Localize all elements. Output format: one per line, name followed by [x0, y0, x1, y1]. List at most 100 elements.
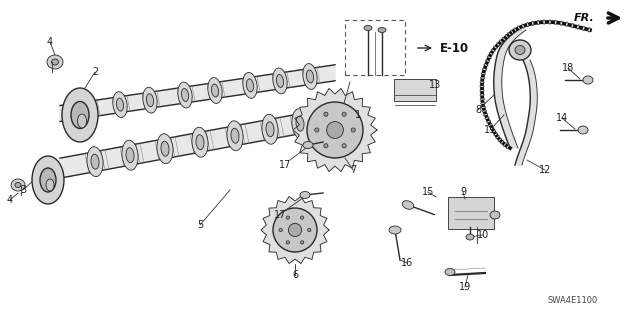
Ellipse shape [301, 216, 304, 219]
Ellipse shape [303, 142, 313, 149]
Ellipse shape [292, 109, 308, 139]
Text: 15: 15 [422, 187, 434, 197]
Ellipse shape [181, 89, 189, 101]
Ellipse shape [211, 84, 219, 97]
Ellipse shape [289, 223, 301, 237]
Text: 11: 11 [484, 125, 496, 135]
Ellipse shape [303, 63, 317, 89]
Ellipse shape [15, 182, 21, 188]
Ellipse shape [87, 147, 103, 177]
Polygon shape [60, 107, 335, 178]
Polygon shape [261, 197, 329, 263]
Text: 13: 13 [429, 80, 441, 90]
Ellipse shape [515, 46, 525, 55]
FancyBboxPatch shape [394, 79, 436, 101]
Text: 7: 7 [350, 165, 356, 175]
Ellipse shape [509, 40, 531, 60]
Ellipse shape [122, 140, 138, 170]
Ellipse shape [308, 228, 311, 232]
Text: 14: 14 [556, 113, 568, 123]
Ellipse shape [227, 121, 243, 151]
Text: 17: 17 [274, 210, 286, 220]
Ellipse shape [266, 122, 274, 137]
Ellipse shape [402, 201, 414, 209]
Ellipse shape [324, 144, 328, 148]
Ellipse shape [445, 269, 455, 276]
Ellipse shape [490, 211, 500, 219]
Ellipse shape [364, 26, 372, 31]
Ellipse shape [273, 68, 287, 94]
FancyBboxPatch shape [448, 197, 494, 229]
Ellipse shape [231, 128, 239, 143]
Ellipse shape [578, 126, 588, 134]
Text: 6: 6 [292, 270, 298, 280]
Ellipse shape [307, 102, 363, 158]
Ellipse shape [83, 96, 97, 122]
Ellipse shape [342, 112, 346, 116]
Polygon shape [515, 60, 537, 165]
Ellipse shape [192, 127, 208, 157]
Ellipse shape [315, 128, 319, 132]
Ellipse shape [307, 70, 314, 83]
Text: 4: 4 [47, 37, 53, 47]
Text: 2: 2 [92, 67, 98, 77]
Ellipse shape [51, 59, 58, 65]
Ellipse shape [286, 241, 289, 244]
Text: SWA4E1100: SWA4E1100 [548, 296, 598, 305]
Ellipse shape [342, 144, 346, 148]
Ellipse shape [262, 114, 278, 144]
Text: 9: 9 [460, 187, 466, 197]
Polygon shape [493, 30, 526, 148]
Ellipse shape [324, 112, 328, 116]
Text: 17: 17 [279, 160, 291, 170]
Ellipse shape [71, 101, 89, 129]
Ellipse shape [196, 135, 204, 150]
Polygon shape [60, 65, 335, 122]
Ellipse shape [143, 87, 157, 113]
Ellipse shape [178, 82, 192, 108]
Ellipse shape [147, 94, 154, 107]
Text: 12: 12 [539, 165, 551, 175]
Ellipse shape [301, 241, 304, 244]
Ellipse shape [161, 141, 169, 156]
Ellipse shape [113, 92, 127, 117]
Ellipse shape [46, 179, 54, 191]
Ellipse shape [126, 148, 134, 163]
Ellipse shape [296, 116, 304, 131]
Ellipse shape [351, 128, 355, 132]
Text: 16: 16 [401, 258, 413, 268]
Polygon shape [293, 88, 377, 172]
Ellipse shape [11, 179, 25, 191]
Ellipse shape [389, 226, 401, 234]
Text: 19: 19 [459, 282, 471, 292]
Text: 4: 4 [7, 195, 13, 205]
Ellipse shape [91, 154, 99, 169]
Ellipse shape [47, 55, 63, 69]
Ellipse shape [378, 27, 386, 33]
Ellipse shape [273, 208, 317, 252]
Text: E-10: E-10 [440, 41, 469, 55]
Ellipse shape [583, 76, 593, 84]
Text: 5: 5 [197, 220, 203, 230]
Ellipse shape [279, 228, 282, 232]
Text: 3: 3 [20, 185, 26, 195]
Ellipse shape [208, 78, 222, 103]
Text: FR.: FR. [574, 13, 595, 23]
Ellipse shape [243, 72, 257, 98]
Ellipse shape [466, 234, 474, 240]
Ellipse shape [326, 122, 344, 138]
Ellipse shape [276, 74, 284, 87]
Text: 8: 8 [475, 105, 481, 115]
Ellipse shape [62, 88, 98, 142]
Ellipse shape [286, 216, 289, 219]
Ellipse shape [40, 168, 56, 192]
Ellipse shape [32, 156, 64, 204]
Text: 1: 1 [355, 110, 361, 120]
Ellipse shape [116, 98, 124, 111]
Ellipse shape [77, 114, 86, 128]
Ellipse shape [86, 103, 93, 115]
Ellipse shape [157, 134, 173, 164]
Text: 10: 10 [477, 230, 489, 240]
Ellipse shape [300, 191, 310, 198]
Text: 18: 18 [562, 63, 574, 73]
